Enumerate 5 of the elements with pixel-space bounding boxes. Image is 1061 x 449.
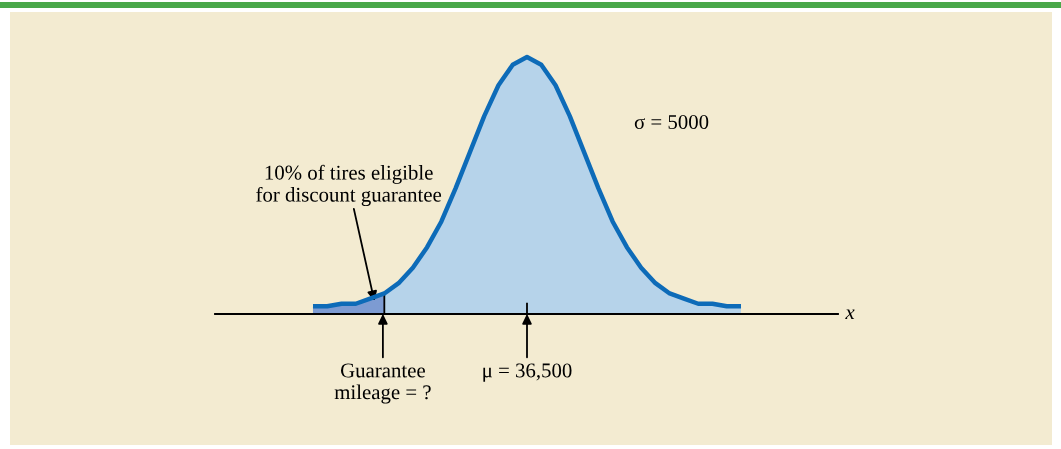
text: μ = 36,500 (483, 363, 572, 382)
x-axis-title: x (845, 309, 855, 320)
text: Guarantee mileage = ? (334, 363, 431, 404)
annotation: 10% of tires eligible for discount guarantee (256, 164, 442, 207)
annotation: σ = 5000 (634, 114, 709, 130)
